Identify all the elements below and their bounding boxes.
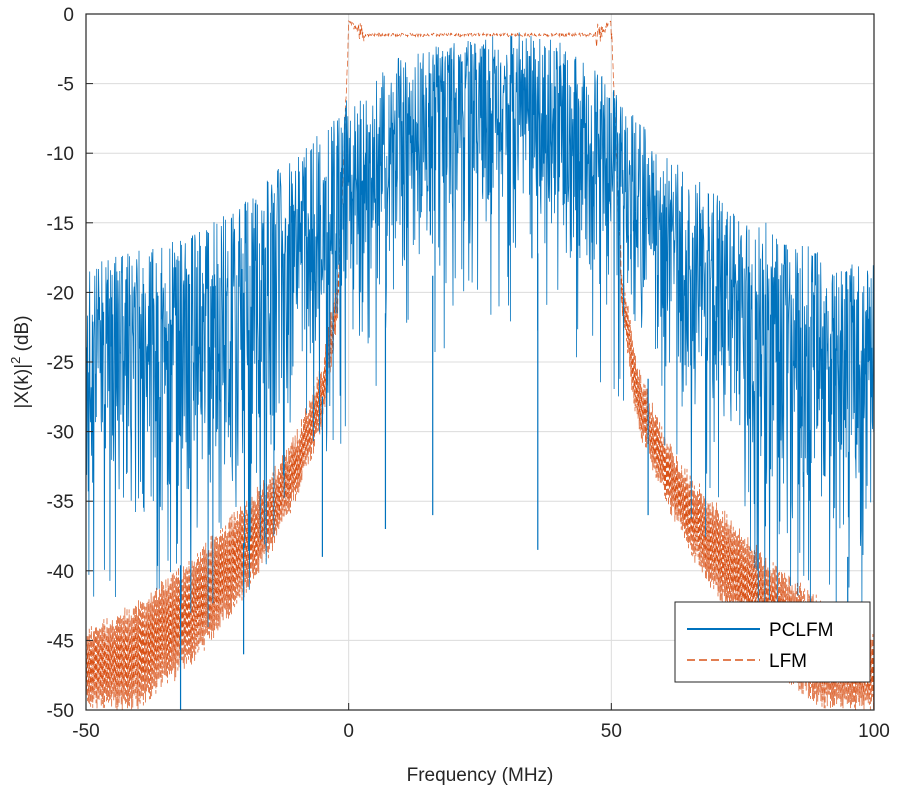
y-tick-label: -35 — [47, 492, 74, 513]
x-axis-label: Frequency (MHz) — [407, 765, 554, 786]
legend-label-pclfm: PCLFM — [769, 620, 833, 641]
series-layer — [85, 20, 875, 710]
series-line-pclfm — [85, 32, 875, 634]
axis-ticks: -50 0 50 100 0 -5 -10 -15 -20 -25 -30 -35 -40 -45 -50 — [47, 5, 890, 742]
series-line-lfm — [85, 20, 875, 710]
y-tick-label: -15 — [47, 214, 74, 235]
y-tick-label: 0 — [63, 5, 74, 26]
y-axis-label-superscript: 2 — [8, 357, 23, 364]
legend: PCLFM LFM — [674, 601, 871, 683]
y-tick-label: -10 — [47, 144, 74, 165]
x-tick-label: 100 — [858, 721, 890, 742]
y-tick-label: -5 — [57, 75, 74, 96]
y-tick-label: -30 — [47, 423, 74, 444]
y-tick-label: -25 — [47, 353, 74, 374]
y-tick-label: -40 — [47, 562, 74, 583]
legend-label-lfm: LFM — [769, 651, 807, 672]
y-tick-label: -45 — [47, 631, 74, 652]
x-tick-label: -50 — [72, 721, 99, 742]
x-tick-label: 0 — [343, 721, 354, 742]
y-tick-label: -50 — [47, 701, 74, 722]
legend-box — [674, 601, 871, 683]
y-axis-label-base: |X(k)| — [12, 364, 33, 409]
y-axis-label-suffix: (dB) — [12, 315, 33, 356]
y-tick-label: -20 — [47, 283, 74, 304]
x-tick-label: 50 — [601, 721, 622, 742]
y-axis-label: |X(k)|2 (dB) — [8, 315, 33, 408]
